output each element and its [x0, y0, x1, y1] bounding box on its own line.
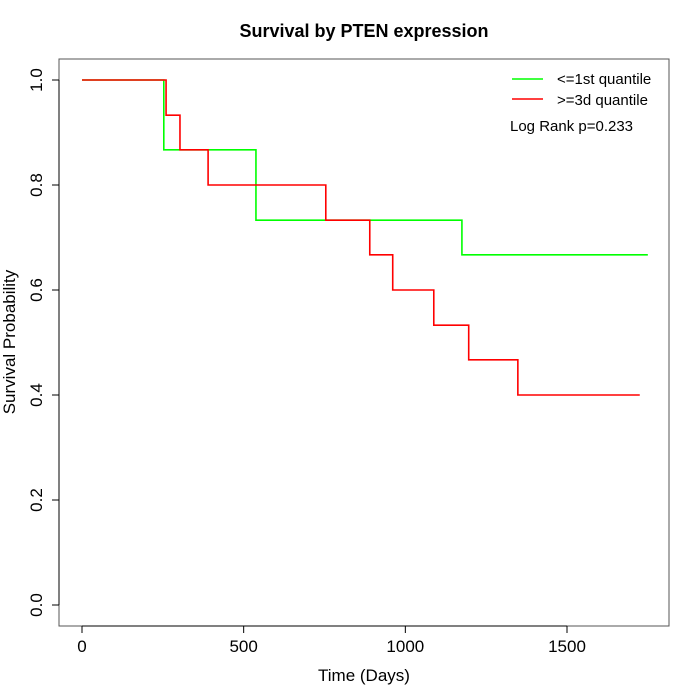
survival-curve-high-expression	[82, 79, 640, 396]
legend: <=1st quantile >=3d quantile	[512, 71, 651, 109]
y-tick-label: 0.6	[27, 278, 46, 302]
x-axis-label: Time (Days)	[318, 666, 410, 685]
series-layer	[82, 79, 648, 396]
legend-label-high: >=3d quantile	[557, 92, 648, 109]
y-tick-label: 1.0	[27, 68, 46, 92]
x-tick-label: 500	[229, 637, 257, 656]
x-tick-label: 1500	[548, 637, 586, 656]
chart-title: Survival by PTEN expression	[239, 21, 488, 41]
plot-frame	[58, 58, 670, 627]
y-axis: 0.0 0.2 0.4 0.6 0.8 1.0	[27, 68, 60, 617]
y-tick-label: 0.8	[27, 173, 46, 197]
log-rank-annotation: Log Rank p=0.233	[510, 118, 633, 135]
y-axis-label: Survival Probability	[0, 269, 19, 414]
y-tick-label: 0.4	[27, 383, 46, 407]
x-tick-label: 0	[77, 637, 86, 656]
legend-label-low: <=1st quantile	[557, 71, 651, 88]
x-tick-label: 1000	[386, 637, 424, 656]
y-tick-label: 0.2	[27, 488, 46, 512]
x-axis: 0 500 1000 1500	[77, 625, 586, 656]
y-tick-label: 0.0	[27, 593, 46, 617]
